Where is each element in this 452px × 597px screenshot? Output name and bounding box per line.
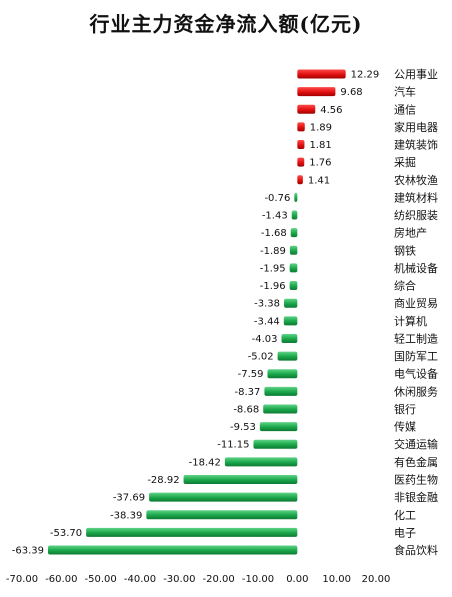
value-label-农林牧渔: 1.41 (308, 175, 330, 186)
value-label-钢铁: -1.89 (260, 246, 286, 257)
bar-化工 (146, 510, 298, 520)
category-label-化工: 化工 (394, 508, 416, 522)
bar-纺织服装 (291, 210, 298, 220)
bar-通信 (297, 104, 316, 114)
bar-电气设备 (267, 369, 298, 379)
value-label-传媒: -9.53 (230, 422, 256, 433)
value-label-房地产: -1.68 (261, 228, 287, 239)
bar-非银金融 (149, 492, 298, 502)
bar-银行 (263, 404, 298, 414)
value-label-非银金融: -37.69 (113, 493, 145, 504)
x-tick-label: -60.00 (45, 574, 77, 585)
x-tick-label: -20.00 (203, 574, 235, 585)
x-tick-label: -30.00 (163, 574, 195, 585)
value-label-建筑装饰: 1.81 (309, 140, 331, 151)
value-label-银行: -8.68 (233, 404, 259, 415)
category-label-汽车: 汽车 (394, 85, 416, 99)
bar-房地产 (290, 228, 298, 238)
category-label-公用事业: 公用事业 (394, 68, 438, 81)
category-label-农林牧渔: 农林牧渔 (394, 173, 438, 187)
value-label-电气设备: -7.59 (238, 369, 264, 380)
category-label-医药生物: 医药生物 (394, 472, 438, 486)
category-label-食品饮料: 食品饮料 (394, 543, 438, 557)
value-label-电子: -53.70 (50, 528, 82, 539)
category-label-建筑材料: 建筑材料 (394, 190, 438, 204)
bar-有色金属 (224, 457, 298, 467)
value-label-商业贸易: -3.38 (254, 299, 280, 310)
category-label-有色金属: 有色金属 (394, 455, 438, 469)
category-label-商业贸易: 商业贸易 (394, 296, 438, 310)
bar-医药生物 (183, 474, 298, 484)
category-label-机械设备: 机械设备 (394, 261, 438, 275)
category-label-休闲服务: 休闲服务 (394, 384, 438, 398)
category-label-电气设备: 电气设备 (394, 367, 438, 381)
bar-家用电器 (297, 122, 305, 132)
bar-食品饮料 (48, 545, 298, 555)
category-label-传媒: 传媒 (394, 421, 416, 434)
value-label-食品饮料: -63.39 (12, 546, 44, 557)
value-label-采掘: 1.76 (309, 158, 331, 169)
bar-建筑材料 (294, 192, 298, 202)
category-label-综合: 综合 (394, 279, 416, 293)
value-label-化工: -38.39 (110, 510, 142, 521)
x-tick-label: 10.00 (322, 574, 351, 585)
bar-轻工制造 (281, 333, 298, 343)
category-label-钢铁: 钢铁 (394, 244, 416, 257)
x-tick-label: -50.00 (85, 574, 117, 585)
value-label-机械设备: -1.95 (260, 263, 286, 274)
value-label-建筑材料: -0.76 (264, 193, 290, 204)
category-label-非银金融: 非银金融 (394, 490, 438, 504)
value-label-汽车: 9.68 (340, 87, 362, 98)
category-label-建筑装饰: 建筑装饰 (394, 138, 438, 152)
value-label-计算机: -3.44 (254, 316, 280, 327)
value-label-纺织服装: -1.43 (262, 211, 288, 222)
value-label-有色金属: -18.42 (189, 457, 221, 468)
bar-钢铁 (289, 245, 298, 255)
value-label-休闲服务: -8.37 (235, 387, 261, 398)
x-tick-label: -10.00 (242, 574, 274, 585)
category-label-电子: 电子 (394, 526, 416, 539)
x-tick-label: 20.00 (362, 574, 391, 585)
value-label-家用电器: 1.89 (310, 122, 332, 133)
chart-title: 行业主力资金净流入额(亿元) (89, 12, 363, 36)
category-label-计算机: 计算机 (394, 314, 427, 328)
bar-休闲服务 (264, 386, 298, 396)
category-label-国防军工: 国防军工 (394, 349, 438, 363)
bar-综合 (289, 281, 298, 291)
value-label-公用事业: 12.29 (351, 70, 380, 81)
category-label-通信: 通信 (394, 103, 416, 116)
value-label-交通运输: -11.15 (217, 440, 249, 451)
bar-建筑装饰 (297, 140, 305, 150)
x-tick-label: -40.00 (124, 574, 156, 585)
value-label-通信: 4.56 (320, 105, 342, 116)
bar-公用事业 (297, 69, 346, 79)
bar-电子 (86, 527, 298, 537)
value-label-医药生物: -28.92 (147, 475, 179, 486)
bar-交通运输 (253, 439, 298, 449)
value-label-轻工制造: -4.03 (252, 334, 278, 345)
bar-国防军工 (277, 351, 298, 361)
category-label-银行: 银行 (394, 402, 416, 416)
category-label-家用电器: 家用电器 (394, 120, 438, 134)
x-tick-label: 0.00 (286, 574, 308, 585)
x-tick-label: -70.00 (6, 574, 38, 585)
bar-机械设备 (289, 263, 298, 273)
bar-汽车 (297, 87, 336, 97)
bar-传媒 (259, 422, 298, 432)
bar-计算机 (283, 316, 298, 326)
value-label-国防军工: -5.02 (248, 352, 274, 363)
category-label-纺织服装: 纺织服装 (394, 208, 438, 222)
category-label-交通运输: 交通运输 (394, 437, 438, 451)
bar-商业贸易 (284, 298, 298, 308)
category-label-轻工制造: 轻工制造 (394, 331, 438, 345)
category-label-采掘: 采掘 (394, 155, 416, 169)
category-label-房地产: 房地产 (394, 226, 427, 240)
bar-采掘 (297, 157, 305, 167)
value-label-综合: -1.96 (260, 281, 286, 292)
bar-农林牧渔 (297, 175, 303, 185)
